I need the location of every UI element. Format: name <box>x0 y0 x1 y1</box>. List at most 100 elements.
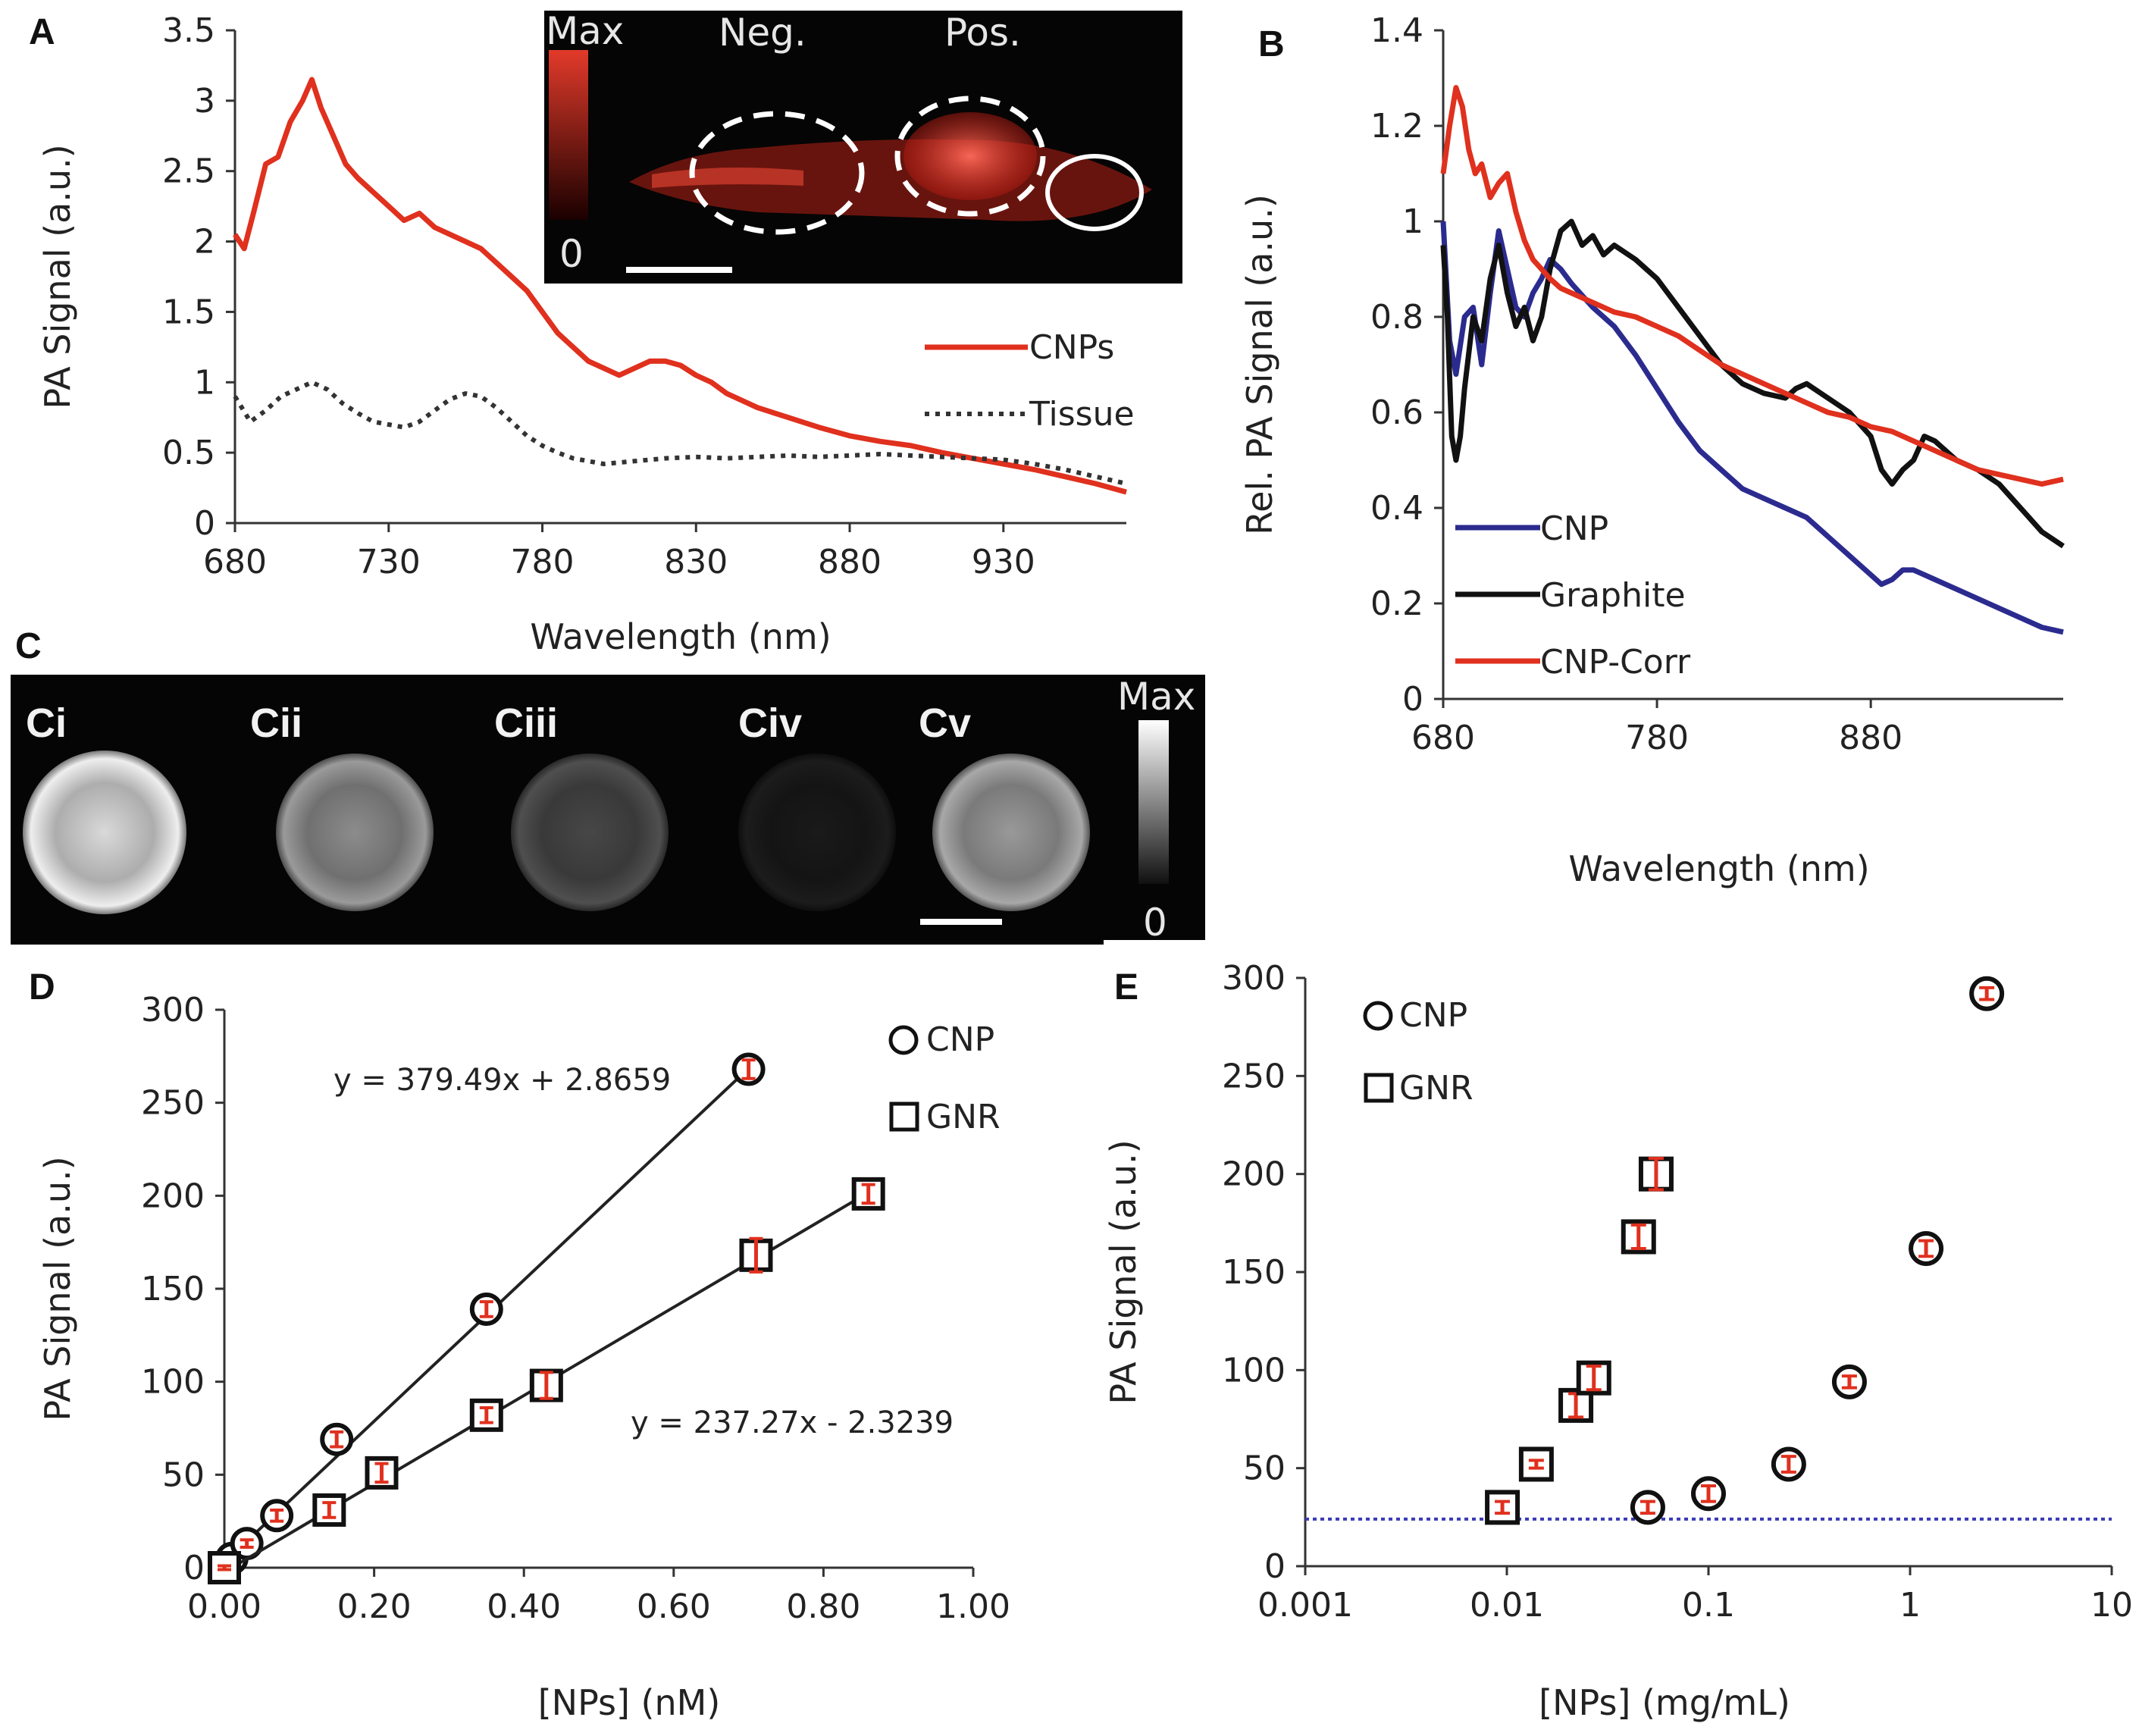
panel-b-axes: 0 0.2 0.4 0.6 0.8 1 1.2 1.4 680 780 880 Wavelength … <box>1239 11 2063 889</box>
inset-max-label: Max <box>546 9 624 53</box>
panel-e-y-tick-label: 250 <box>1222 1057 1286 1095</box>
panel-b-y-tick-label: 0.4 <box>1370 489 1423 528</box>
panel-a-y-tick-label: 2 <box>194 223 215 262</box>
panel-d-y-tick-label: 150 <box>141 1270 205 1308</box>
well-civ <box>738 754 896 911</box>
panel-b: B 0 0.2 0.4 0.6 0.8 1 1.2 1.4 680 780 880 Wavelengt… <box>1239 11 2065 889</box>
panel-e-y-tick-label: 100 <box>1222 1351 1286 1390</box>
panel-e-y-tick-label: 150 <box>1222 1253 1286 1292</box>
panel-a-y-axis-title: PA Signal (a.u.) <box>37 144 78 409</box>
panel-b-y-tick-label: 1.4 <box>1370 11 1423 50</box>
panel-d-series: y = 379.49x + 2.8659 y = 237.27x - 2.3239… <box>208 1020 1001 1584</box>
panel-b-y-tick-label: 0.8 <box>1370 298 1423 337</box>
panel-c-colorbar-max: Max <box>1117 675 1195 719</box>
panel-a-axes: 0 0.5 1 1.5 2 2.5 3 3.5 680 730 780 830 880 930 Wavele… <box>37 11 1126 657</box>
panel-letter-b: B <box>1258 24 1285 64</box>
panel-letter-e: E <box>1114 967 1138 1007</box>
panel-c-colorbar-zero: 0 <box>1143 901 1167 945</box>
series-cnps-line <box>233 77 1127 495</box>
panel-c: C Ci Cii Ciii Civ Cv Max 0 <box>11 626 1205 945</box>
panel-e-series: CNP GNR <box>1305 976 2112 1525</box>
legend-cnp-marker <box>888 1025 919 1055</box>
panel-a-y-tick-label: 1.5 <box>162 293 215 331</box>
panel-e-y-tick-label: 300 <box>1222 959 1286 998</box>
panel-a-x-tick-label: 730 <box>357 543 421 581</box>
panel-b-y-tick-label: 0.6 <box>1370 393 1423 432</box>
inset-pos-label: Pos. <box>944 11 1021 55</box>
panel-letter-d: D <box>29 967 55 1007</box>
panel-c-wells: Ci Cii Ciii Civ Cv <box>23 700 1090 914</box>
panel-e-x-tick-label: 0.01 <box>1470 1586 1544 1625</box>
well-label-cv: Cv <box>919 700 971 746</box>
panel-a: A 0 0.5 1 1.5 2 2.5 3 3.5 680 730 780 830 880 930 Wave… <box>29 9 1182 657</box>
legend-gnr-label: GNR <box>1399 1069 1473 1108</box>
well-label-ci: Ci <box>26 700 67 746</box>
panel-e-axes: 0 50 100 150 200 250 300 0.001 0.01 0.1 1 10 [NPs] (… <box>1103 959 2133 1723</box>
series-graphite-line <box>1440 218 2065 549</box>
panel-d-y-tick-label: 250 <box>141 1084 205 1123</box>
inset-pos-roi <box>894 96 1046 217</box>
panel-e-x-axis-title: [NPs] (mg/mL) <box>1539 1682 1790 1723</box>
fit-label-gnr: y = 237.27x - 2.3239 <box>631 1405 954 1440</box>
panel-e-x-tick-label: 10 <box>2090 1586 2133 1625</box>
panel-d-x-tick-label: 0.00 <box>187 1587 262 1626</box>
panel-d-y-tick-label: 300 <box>141 991 205 1029</box>
series-cnp-corr-line <box>1440 85 2064 487</box>
panel-e-x-tick-label: 1 <box>1899 1586 1921 1625</box>
legend-gnr-marker <box>889 1101 919 1132</box>
panel-letter-c: C <box>15 626 42 666</box>
panel-a-y-tick-label: 0.5 <box>162 434 215 472</box>
panel-c-colorbar <box>1138 720 1169 884</box>
well-cv <box>932 754 1090 911</box>
inset-positive-signal <box>904 112 1037 200</box>
panel-a-x-tick-label: 880 <box>818 543 882 581</box>
panel-a-inset-image: Max 0 Neg. Pos. <box>544 9 1182 284</box>
panel-d-x-tick-label: 0.60 <box>637 1587 711 1626</box>
legend-cnp-label: CNP <box>1399 996 1467 1035</box>
fit-label-cnp: y = 379.49x + 2.8659 <box>334 1063 671 1098</box>
panel-d-y-tick-label: 100 <box>141 1363 205 1402</box>
panel-b-y-tick-label: 1.2 <box>1370 107 1423 146</box>
panel-b-y-tick-label: 0 <box>1402 680 1423 719</box>
inset-zero-label: 0 <box>559 232 584 276</box>
well-label-cii: Cii <box>250 700 302 746</box>
panel-a-x-tick-label: 780 <box>511 543 575 581</box>
panel-d-y-tick-label: 50 <box>162 1456 205 1494</box>
panel-e-y-tick-label: 200 <box>1222 1155 1286 1194</box>
well-label-ciii: Ciii <box>494 700 558 746</box>
legend-cnp-marker <box>1363 1001 1393 1031</box>
panel-b-x-tick-label: 880 <box>1839 719 1903 757</box>
panel-a-series: CNPs Tissue <box>233 77 1135 495</box>
series-tissue-line <box>233 380 1127 486</box>
panel-d-x-tick-label: 0.20 <box>337 1587 412 1626</box>
inset-neg-label: Neg. <box>719 11 806 55</box>
legend-gnr-marker <box>1364 1073 1394 1103</box>
panel-b-x-tick-label: 680 <box>1411 719 1475 757</box>
panel-e: E 0 50 100 150 200 250 300 0.001 0.01 0.1 1 10 [NPs]… <box>1103 959 2133 1723</box>
point-gnr <box>1518 1446 1554 1482</box>
panel-a-x-tick-label: 680 <box>203 543 267 581</box>
panel-b-y-tick-label: 1 <box>1402 202 1423 241</box>
panel-d-y-axis-title: PA Signal (a.u.) <box>37 1156 78 1421</box>
panel-b-y-tick-label: 0.2 <box>1370 584 1423 623</box>
panel-b-series: CNP Graphite CNP-Corr <box>1440 85 2065 682</box>
inset-reference-roi <box>1045 154 1144 231</box>
well-label-civ: Civ <box>738 700 802 746</box>
panel-e-x-tick-label: 0.001 <box>1257 1586 1353 1625</box>
panel-a-y-tick-label: 0 <box>194 504 215 543</box>
legend-tissue-label: Tissue <box>1029 395 1135 434</box>
inset-neg-roi <box>689 111 865 235</box>
panel-b-y-axis-title: Rel. PA Signal (a.u.) <box>1239 194 1280 535</box>
legend-cnps-label: CNPs <box>1029 328 1114 367</box>
panel-a-y-tick-label: 1 <box>194 363 215 402</box>
panel-e-x-tick-label: 0.1 <box>1682 1586 1735 1625</box>
legend-cnp-label: CNP <box>926 1020 994 1059</box>
panel-d-x-tick-label: 0.40 <box>487 1587 561 1626</box>
panel-a-y-tick-label: 2.5 <box>162 152 215 191</box>
series-cnp-line <box>1440 221 2064 635</box>
panel-b-x-tick-label: 780 <box>1625 719 1689 757</box>
panel-e-y-axis-title: PA Signal (a.u.) <box>1103 1139 1144 1404</box>
panel-b-x-axis-title: Wavelength (nm) <box>1568 848 1869 889</box>
panel-d-y-tick-label: 200 <box>141 1177 205 1215</box>
